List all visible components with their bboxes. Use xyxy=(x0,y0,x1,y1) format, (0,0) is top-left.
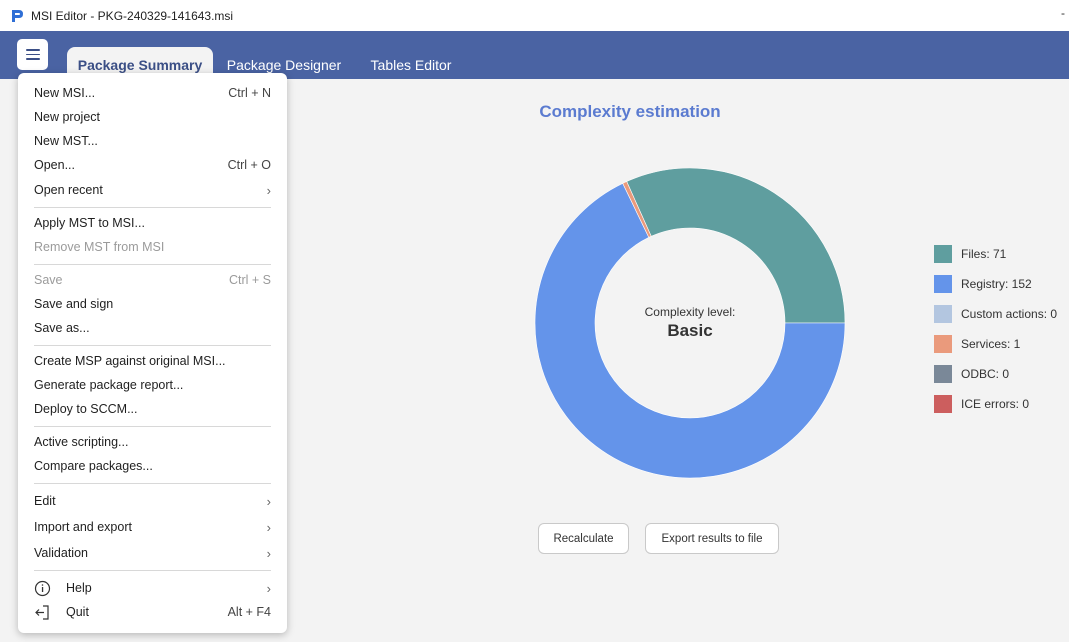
menu-item-remove-mst: Remove MST from MSI xyxy=(34,236,271,258)
menu-item-open[interactable]: Open... Ctrl + O xyxy=(34,154,271,176)
legend-swatch xyxy=(934,305,952,323)
menu-item-label: Compare packages... xyxy=(34,459,153,473)
menu-item-compare-packages[interactable]: Compare packages... xyxy=(34,455,271,477)
menu-item-new-project[interactable]: New project xyxy=(34,106,271,128)
complexity-level-label: Complexity level: xyxy=(644,305,736,319)
menu-item-label: Save xyxy=(34,273,63,287)
legend-swatch xyxy=(934,395,952,413)
menu-item-label: New MST... xyxy=(34,134,98,148)
menu-item-label: Save and sign xyxy=(34,297,114,311)
title-bar: MSI Editor - PKG-240329-141643.msi - xyxy=(0,0,1069,31)
legend-item-ice-errors: ICE errors: 0 xyxy=(934,389,1057,419)
hamburger-icon-line xyxy=(25,53,40,56)
menu-item-apply-mst[interactable]: Apply MST to MSI... xyxy=(34,212,271,234)
main-menu-dropdown: New MSI... Ctrl + N New project New MST.… xyxy=(18,73,287,633)
hamburger-icon-line xyxy=(25,58,40,60)
tab-package-designer[interactable]: Package Designer xyxy=(226,56,342,73)
menu-item-shortcut: Ctrl + N xyxy=(228,86,271,100)
menu-separator xyxy=(34,264,271,265)
legend-label: Files: 71 xyxy=(961,247,1007,261)
menu-item-active-scripting[interactable]: Active scripting... xyxy=(34,431,271,453)
menu-item-new-msi[interactable]: New MSI... Ctrl + N xyxy=(34,82,271,104)
app-logo-icon xyxy=(12,9,23,22)
complexity-level-value: Basic xyxy=(667,321,713,340)
menu-item-label: New MSI... xyxy=(34,86,96,100)
chevron-right-icon: › xyxy=(266,580,271,596)
complexity-donut-chart xyxy=(534,168,846,479)
menu-item-save: Save Ctrl + S xyxy=(34,269,271,291)
legend-label: Custom actions: 0 xyxy=(961,307,1058,321)
minimize-button[interactable]: - xyxy=(1061,6,1065,20)
menu-item-create-msp[interactable]: Create MSP against original MSI... xyxy=(34,350,271,372)
menu-item-label: Open recent xyxy=(34,183,103,197)
menu-item-label: Remove MST from MSI xyxy=(34,240,165,254)
info-icon xyxy=(34,580,51,597)
legend-swatch xyxy=(934,365,952,383)
tab-tables-editor[interactable]: Tables Editor xyxy=(370,56,452,73)
menu-separator xyxy=(34,426,271,427)
menu-item-label: Active scripting... xyxy=(34,435,129,449)
legend-label: ICE errors: 0 xyxy=(961,397,1030,411)
legend-swatch xyxy=(934,275,952,293)
menu-hamburger-button[interactable] xyxy=(17,39,48,70)
donut-slice-files xyxy=(626,168,846,324)
menu-item-save-as[interactable]: Save as... xyxy=(34,317,271,339)
menu-item-label: Quit xyxy=(66,605,89,619)
menu-item-quit[interactable]: Quit Alt + F4 xyxy=(34,601,271,623)
chart-legend: Files: 71 Registry: 152 Custom actions: 0 S… xyxy=(934,239,1057,419)
menu-item-label: Open... xyxy=(34,158,75,172)
menu-item-label: Apply MST to MSI... xyxy=(34,216,145,230)
legend-item-files: Files: 71 xyxy=(934,239,1057,269)
menu-separator xyxy=(34,570,271,571)
menu-item-label: Generate package report... xyxy=(34,378,184,392)
legend-item-odbc: ODBC: 0 xyxy=(934,359,1057,389)
menu-item-shortcut: Alt + F4 xyxy=(227,605,271,619)
export-results-button[interactable]: Export results to file xyxy=(645,523,779,554)
chevron-right-icon: › xyxy=(266,493,271,509)
window-title: MSI Editor - PKG-240329-141643.msi xyxy=(31,8,234,23)
menu-separator xyxy=(34,207,271,208)
legend-label: Services: 1 xyxy=(961,337,1021,351)
menu-item-deploy-sccm[interactable]: Deploy to SCCM... xyxy=(34,398,271,420)
menu-separator xyxy=(34,483,271,484)
menu-separator xyxy=(34,345,271,346)
legend-item-custom-actions: Custom actions: 0 xyxy=(934,299,1057,329)
exit-icon xyxy=(35,605,49,620)
menu-item-generate-report[interactable]: Generate package report... xyxy=(34,374,271,396)
menu-item-help[interactable]: Help › xyxy=(34,577,271,599)
menu-item-label: Create MSP against original MSI... xyxy=(34,354,226,368)
chevron-right-icon: › xyxy=(266,545,271,561)
donut-slice-services xyxy=(622,181,652,238)
chevron-right-icon: › xyxy=(266,519,271,535)
menu-item-shortcut: Ctrl + O xyxy=(227,158,271,172)
page-title: Complexity estimation xyxy=(539,102,721,121)
legend-label: ODBC: 0 xyxy=(961,367,1010,381)
menu-item-label: Help xyxy=(66,581,92,595)
menu-item-label: Validation xyxy=(34,546,88,560)
hamburger-icon-line xyxy=(25,49,40,51)
recalculate-button[interactable]: Recalculate xyxy=(538,523,629,554)
menu-item-save-and-sign[interactable]: Save and sign xyxy=(34,293,271,315)
menu-item-label: Import and export xyxy=(34,520,132,534)
menu-item-open-recent[interactable]: Open recent › xyxy=(34,179,271,201)
menu-item-label: New project xyxy=(34,110,100,124)
menu-item-label: Save as... xyxy=(34,321,90,335)
menu-item-edit[interactable]: Edit › xyxy=(34,490,271,512)
menu-item-label: Deploy to SCCM... xyxy=(34,402,138,416)
menu-item-label: Edit xyxy=(34,494,56,508)
legend-swatch xyxy=(934,335,952,353)
menu-item-import-export[interactable]: Import and export › xyxy=(34,516,271,538)
donut-slice-registry xyxy=(534,182,846,479)
header-bar: Package Summary Package Designer Tables … xyxy=(0,31,1069,79)
menu-item-new-mst[interactable]: New MST... xyxy=(34,130,271,152)
legend-item-services: Services: 1 xyxy=(934,329,1057,359)
legend-label: Registry: 152 xyxy=(961,277,1032,291)
menu-item-validation[interactable]: Validation › xyxy=(34,542,271,564)
legend-swatch xyxy=(934,245,952,263)
legend-item-registry: Registry: 152 xyxy=(934,269,1057,299)
chevron-right-icon: › xyxy=(266,182,271,198)
menu-item-shortcut: Ctrl + S xyxy=(228,273,271,287)
